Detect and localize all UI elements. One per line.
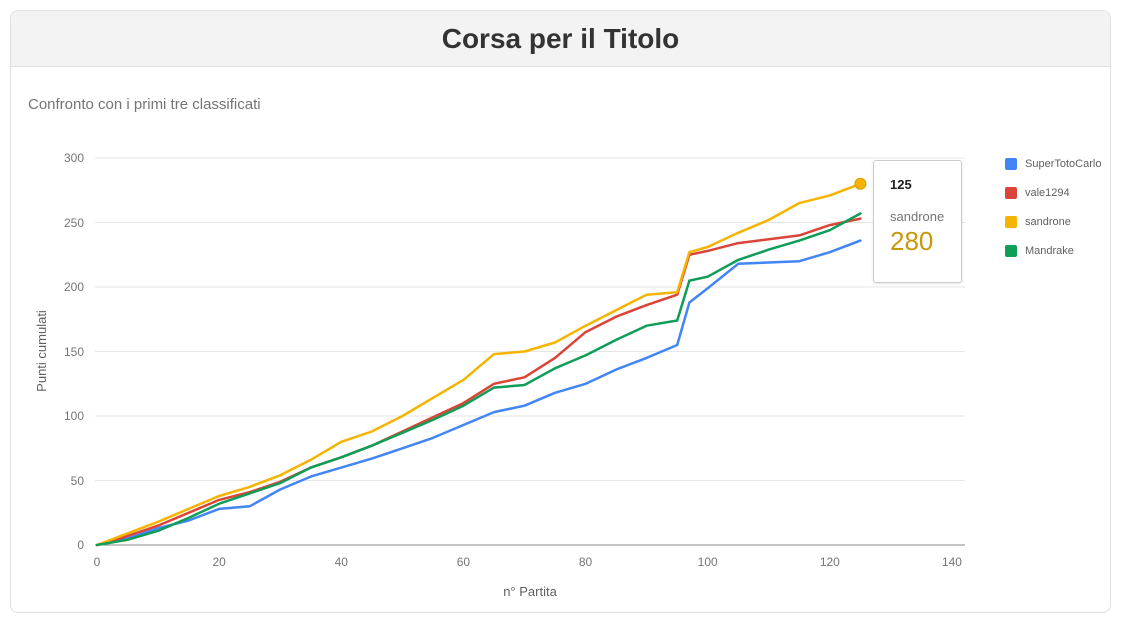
legend-swatch-icon bbox=[1005, 157, 1017, 170]
legend-swatch-icon bbox=[1005, 215, 1017, 228]
chart-tooltip: 125 sandrone 280 bbox=[873, 160, 962, 283]
legend-swatch-icon bbox=[1005, 244, 1017, 257]
legend-item-SuperTotoCarlo[interactable]: SuperTotoCarlo bbox=[1005, 149, 1101, 178]
plot-svg[interactable] bbox=[11, 11, 1110, 612]
tooltip-value: 280 bbox=[890, 226, 934, 256]
series-line-SuperTotoCarlo[interactable] bbox=[95, 239, 862, 547]
x-tick-label: 20 bbox=[212, 555, 226, 569]
y-tick-label: 0 bbox=[77, 538, 84, 552]
x-tick-label: 100 bbox=[697, 555, 718, 569]
tooltip-series-name: sandrone bbox=[890, 209, 945, 224]
chart-card: Corsa per il Titolo Confronto con i prim… bbox=[10, 10, 1111, 613]
card-header: Corsa per il Titolo bbox=[11, 11, 1110, 67]
legend-item-vale1294[interactable]: vale1294 bbox=[1005, 178, 1101, 207]
page-title: Corsa per il Titolo bbox=[441, 23, 680, 54]
x-tick-label: 140 bbox=[941, 555, 962, 569]
x-tick-label: 40 bbox=[334, 555, 348, 569]
y-tick-label: 300 bbox=[63, 151, 84, 165]
y-tick-label: 50 bbox=[70, 473, 84, 488]
legend-item-sandrone[interactable]: sandrone bbox=[1005, 207, 1101, 236]
line-chart[interactable]: Punti cumulati n° Partita 125 sandrone 2… bbox=[11, 77, 1110, 612]
x-tick-label: 60 bbox=[456, 555, 471, 569]
series-line-vale1294[interactable] bbox=[95, 217, 862, 547]
legend-label: Mandrake bbox=[1025, 244, 1074, 257]
legend-item-Mandrake[interactable]: Mandrake bbox=[1005, 236, 1101, 265]
legend-label: sandrone bbox=[1025, 215, 1071, 228]
legend-label: SuperTotoCarlo bbox=[1025, 157, 1102, 170]
x-tick-label: 120 bbox=[819, 555, 840, 569]
x-tick-label: 80 bbox=[578, 555, 593, 569]
highlighted-point[interactable] bbox=[854, 177, 867, 190]
chart-subtitle: Confronto con i primi tre classificati bbox=[28, 96, 261, 113]
x-tick-label: 0 bbox=[93, 555, 101, 569]
y-tick-label: 150 bbox=[63, 344, 84, 359]
tooltip-x-value: 125 bbox=[890, 177, 912, 192]
legend-swatch-icon bbox=[1005, 186, 1017, 199]
y-tick-label: 200 bbox=[63, 280, 84, 294]
x-axis-title: n° Partita bbox=[503, 584, 557, 599]
y-tick-label: 100 bbox=[63, 409, 84, 423]
series-line-Mandrake[interactable] bbox=[95, 212, 862, 547]
legend: SuperTotoCarlo vale1294 sandrone Mandrake bbox=[1005, 149, 1101, 265]
series-line-sandrone[interactable] bbox=[95, 182, 862, 547]
legend-label: vale1294 bbox=[1025, 186, 1070, 199]
y-tick-label: 250 bbox=[63, 215, 84, 230]
